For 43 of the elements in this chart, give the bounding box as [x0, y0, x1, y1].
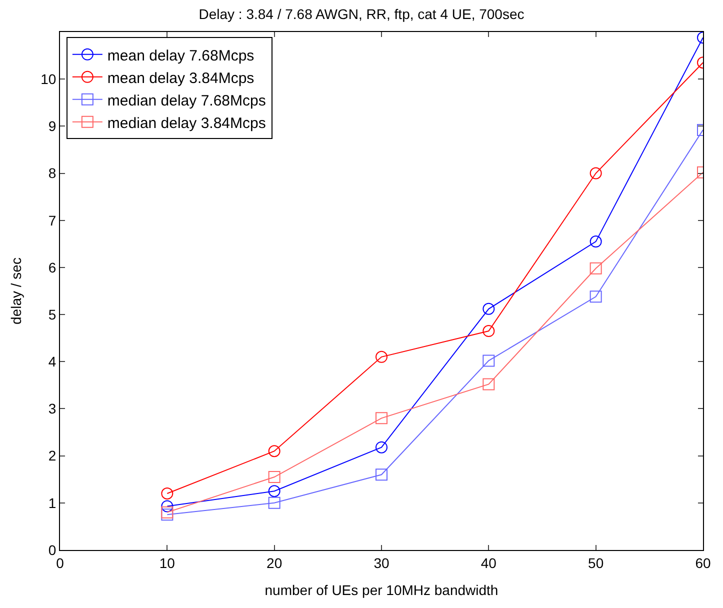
y-tick-label: 10 — [40, 70, 56, 87]
x-tick-label: 30 — [374, 554, 390, 571]
y-tick-label: 2 — [48, 448, 56, 464]
point — [268, 445, 280, 458]
chart-title: Delay : 3.84 / 7.68 AWGN, RR, ftp, cat 4 UE, 700sec — [198, 6, 524, 22]
legend-label: median delay 7.68Mcps — [107, 92, 266, 110]
y-tick-label: 8 — [48, 165, 56, 182]
point — [482, 354, 495, 367]
x-tick-label: 40 — [480, 554, 497, 571]
point — [268, 485, 280, 498]
point — [161, 506, 174, 518]
y-tick-label: 7 — [48, 212, 56, 228]
legend-label: mean delay 3.84Mcps — [107, 70, 254, 87]
x-axis-title: number of UEs per 10MHz bandwidth — [264, 582, 498, 598]
y-tick-label: 6 — [48, 259, 56, 276]
y-axis-title: delay / sec — [8, 258, 24, 324]
y-tick-label: 1 — [48, 494, 56, 511]
point — [376, 412, 388, 424]
legend-label: mean delay 7.68Mcps — [107, 47, 254, 64]
y-tick-label: 4 — [48, 354, 56, 370]
y-tick-label: 9 — [48, 118, 56, 134]
point — [482, 302, 495, 315]
point — [161, 487, 174, 500]
point — [590, 262, 602, 274]
y-tick-label: 5 — [48, 306, 56, 322]
x-tick-label: 10 — [159, 554, 176, 571]
point — [161, 500, 174, 512]
x-tick-label: 20 — [266, 554, 282, 571]
point — [376, 468, 388, 481]
point — [376, 350, 388, 363]
point — [268, 471, 280, 484]
point — [590, 167, 602, 180]
point — [590, 290, 602, 303]
point — [590, 236, 602, 248]
legend-label: median delay 3.84Mcps — [107, 114, 266, 132]
x-tick-label: 60 — [695, 554, 711, 571]
y-tick-label: 3 — [48, 400, 56, 417]
point — [482, 378, 495, 390]
point — [268, 496, 280, 509]
point — [376, 441, 388, 454]
point — [482, 325, 495, 338]
x-tick-label: 50 — [588, 554, 604, 571]
y-tick-label: 0 — [48, 542, 56, 558]
